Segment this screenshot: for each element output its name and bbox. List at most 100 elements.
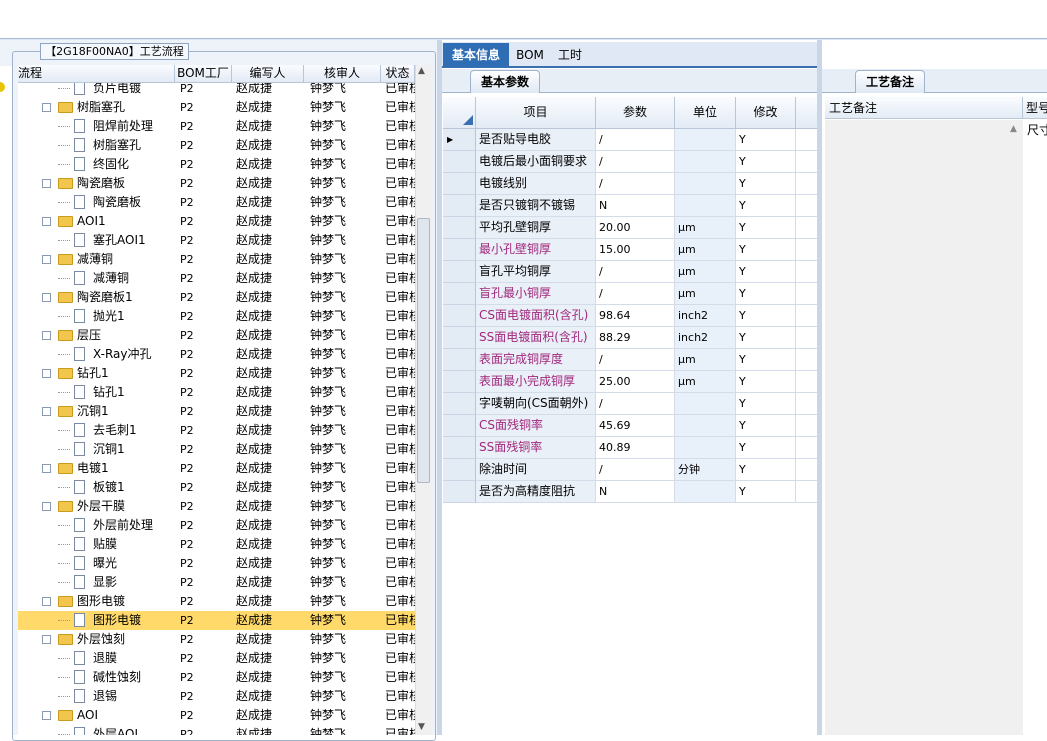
- expand-toggle[interactable]: [42, 502, 51, 511]
- grid-row[interactable]: 是否为高精度阻抗 N Y: [443, 481, 817, 503]
- tree-row[interactable]: 显影 P2 赵成捷 钟梦飞 已审核: [18, 573, 415, 592]
- tree-row[interactable]: 曝光 P2 赵成捷 钟梦飞 已审核: [18, 554, 415, 573]
- tree-row[interactable]: 退锡 P2 赵成捷 钟梦飞 已审核: [18, 687, 415, 706]
- grid-row[interactable]: 除油时间 / 分钟 Y: [443, 459, 817, 481]
- tab[interactable]: BOM: [516, 48, 544, 62]
- tree-row[interactable]: 阻焊前处理 P2 赵成捷 钟梦飞 已审核: [18, 117, 415, 136]
- grid-row[interactable]: 最小孔壁铜厚 15.00 μm Y: [443, 239, 817, 261]
- expand-toggle[interactable]: [42, 293, 51, 302]
- node-writer: 赵成捷: [236, 214, 273, 228]
- tree-row[interactable]: 外层AOI P2 赵成捷 钟梦飞 已审核: [18, 725, 415, 735]
- tree-row[interactable]: AOI1 P2 赵成捷 钟梦飞 已审核: [18, 212, 415, 231]
- grid-row[interactable]: 盲孔平均铜厚 / μm Y: [443, 261, 817, 283]
- scroll-down[interactable]: ▼: [418, 722, 425, 732]
- node-reviewer: 钟梦飞: [310, 575, 347, 589]
- grid-row[interactable]: 盲孔最小铜厚 / μm Y: [443, 283, 817, 305]
- tree-row[interactable]: 陶瓷磨板 P2 赵成捷 钟梦飞 已审核: [18, 193, 415, 212]
- node-status: 已审核: [385, 195, 415, 209]
- tree-row[interactable]: 退膜 P2 赵成捷 钟梦飞 已审核: [18, 649, 415, 668]
- node-writer: 赵成捷: [236, 556, 273, 570]
- grid-item: SS面残铜率: [476, 437, 596, 459]
- grid-row[interactable]: 字唛朝向(CS面朝外) / Y: [443, 393, 817, 415]
- grid-row[interactable]: 电镀线别 / Y: [443, 173, 817, 195]
- expand-toggle[interactable]: [42, 255, 51, 264]
- tree-row[interactable]: 碱性蚀刻 P2 赵成捷 钟梦飞 已审核: [18, 668, 415, 687]
- param-grid: 项目 参数 单位 修改 ▶ 是否贴导电胶 / Y 电镀后最小面铜要求 / Y 电镀线别 / Y 是否只镀铜不…: [443, 97, 817, 504]
- tree-row[interactable]: 图形电镀 P2 赵成捷 钟梦飞 已审核: [18, 592, 415, 611]
- node-status: 已审核: [385, 328, 415, 342]
- tree-row[interactable]: 树脂塞孔 P2 赵成捷 钟梦飞 已审核: [18, 136, 415, 155]
- tree-row[interactable]: 树脂塞孔 P2 赵成捷 钟梦飞 已审核: [18, 98, 415, 117]
- splitter[interactable]: [437, 40, 442, 735]
- tree-row[interactable]: 层压 P2 赵成捷 钟梦飞 已审核: [18, 326, 415, 345]
- grid-row[interactable]: 表面完成铜厚度 / μm Y: [443, 349, 817, 371]
- sort-glyph: [463, 115, 473, 125]
- grid-row[interactable]: 表面最小完成铜厚 25.00 μm Y: [443, 371, 817, 393]
- file-icon: [74, 556, 85, 570]
- node-bom: P2: [180, 709, 194, 722]
- tab[interactable]: 基本信息: [443, 43, 509, 67]
- tree-row[interactable]: 钻孔1 P2 赵成捷 钟梦飞 已审核: [18, 364, 415, 383]
- tree-row[interactable]: AOI P2 赵成捷 钟梦飞 已审核: [18, 706, 415, 725]
- grid-row[interactable]: SS面电镀面积(含孔) 88.29 inch2 Y: [443, 327, 817, 349]
- tree-row[interactable]: 板镀1 P2 赵成捷 钟梦飞 已审核: [18, 478, 415, 497]
- expand-toggle[interactable]: [42, 464, 51, 473]
- scroll-up[interactable]: ▲: [1010, 124, 1017, 134]
- tree-line: [58, 525, 70, 526]
- tree-row[interactable]: 陶瓷磨板1 P2 赵成捷 钟梦飞 已审核: [18, 288, 415, 307]
- subtab[interactable]: 基本参数: [470, 70, 540, 93]
- scroll-thumb[interactable]: [417, 218, 430, 483]
- tree-row[interactable]: 陶瓷磨板 P2 赵成捷 钟梦飞 已审核: [18, 174, 415, 193]
- tree-row[interactable]: 钻孔1 P2 赵成捷 钟梦飞 已审核: [18, 383, 415, 402]
- expand-toggle[interactable]: [42, 217, 51, 226]
- row-header: [443, 481, 476, 503]
- expand-toggle[interactable]: [42, 179, 51, 188]
- expand-toggle[interactable]: [42, 369, 51, 378]
- grid-row[interactable]: 电镀后最小面铜要求 / Y: [443, 151, 817, 173]
- tree-row[interactable]: 减薄铜 P2 赵成捷 钟梦飞 已审核: [18, 269, 415, 288]
- expand-toggle[interactable]: [42, 711, 51, 720]
- grid-filler: [796, 195, 817, 217]
- status-dot: [0, 82, 5, 92]
- scroll-up[interactable]: ▲: [418, 66, 425, 76]
- expand-toggle[interactable]: [42, 103, 51, 112]
- tree-row[interactable]: 贴膜 P2 赵成捷 钟梦飞 已审核: [18, 535, 415, 554]
- grid-row[interactable]: SS面残铜率 40.89 Y: [443, 437, 817, 459]
- tree-row[interactable]: 塞孔AOI1 P2 赵成捷 钟梦飞 已审核: [18, 231, 415, 250]
- tree-row[interactable]: 减薄铜 P2 赵成捷 钟梦飞 已审核: [18, 250, 415, 269]
- grid-row[interactable]: 平均孔壁铜厚 20.00 μm Y: [443, 217, 817, 239]
- column-header: 编写人: [232, 65, 304, 83]
- tab[interactable]: 工时: [557, 48, 582, 62]
- node-writer: 赵成捷: [236, 670, 273, 684]
- tree-row[interactable]: 外层蚀刻 P2 赵成捷 钟梦飞 已审核: [18, 630, 415, 649]
- expand-toggle[interactable]: [42, 635, 51, 644]
- remark-area[interactable]: [825, 120, 1023, 735]
- tree-row[interactable]: 图形电镀 P2 赵成捷 钟梦飞 已审核: [18, 611, 415, 630]
- tree-row[interactable]: 沉铜1 P2 赵成捷 钟梦飞 已审核: [18, 402, 415, 421]
- expand-toggle[interactable]: [42, 597, 51, 606]
- grid-row[interactable]: CS面残铜率 45.69 Y: [443, 415, 817, 437]
- node-reviewer: 钟梦飞: [310, 632, 347, 646]
- node-status: 已审核: [385, 214, 415, 228]
- tree-row[interactable]: 外层前处理 P2 赵成捷 钟梦飞 已审核: [18, 516, 415, 535]
- grid-row[interactable]: ▶ 是否贴导电胶 / Y: [443, 129, 817, 151]
- node-bom: P2: [180, 253, 194, 266]
- tree-row[interactable]: 去毛刺1 P2 赵成捷 钟梦飞 已审核: [18, 421, 415, 440]
- grid-row[interactable]: CS面电镀面积(含孔) 98.64 inch2 Y: [443, 305, 817, 327]
- node-reviewer: 钟梦飞: [310, 651, 347, 665]
- tree-row[interactable]: X-Ray冲孔 P2 赵成捷 钟梦飞 已审核: [18, 345, 415, 364]
- tree-row[interactable]: 终固化 P2 赵成捷 钟梦飞 已审核: [18, 155, 415, 174]
- tree-row[interactable]: 负片电镀 P2 赵成捷 钟梦飞 已审核: [18, 83, 415, 98]
- tree-row[interactable]: 沉铜1 P2 赵成捷 钟梦飞 已审核: [18, 440, 415, 459]
- splitter[interactable]: [817, 40, 822, 735]
- expand-toggle[interactable]: [42, 331, 51, 340]
- tree-row[interactable]: 抛光1 P2 赵成捷 钟梦飞 已审核: [18, 307, 415, 326]
- tree-line: [58, 430, 70, 431]
- subtab[interactable]: 工艺备注: [855, 70, 925, 93]
- tree-row[interactable]: 电镀1 P2 赵成捷 钟梦飞 已审核: [18, 459, 415, 478]
- node-writer: 赵成捷: [236, 423, 273, 437]
- tree-row[interactable]: 外层干膜 P2 赵成捷 钟梦飞 已审核: [18, 497, 415, 516]
- node-name: 贴膜: [93, 537, 118, 551]
- expand-toggle[interactable]: [42, 407, 51, 416]
- grid-row[interactable]: 是否只镀铜不镀锡 N Y: [443, 195, 817, 217]
